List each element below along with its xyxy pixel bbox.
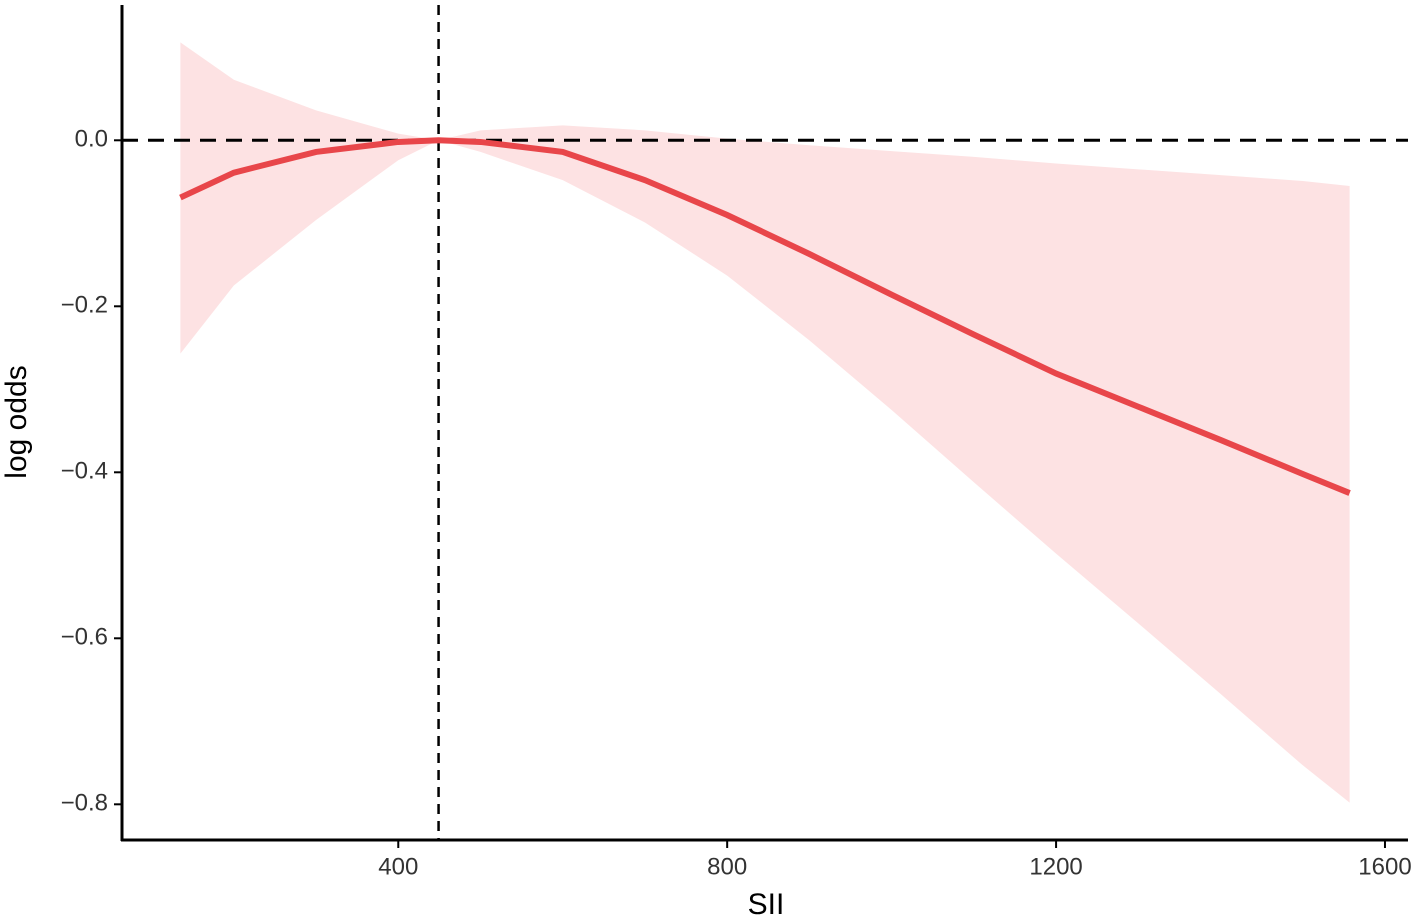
confidence-band bbox=[180, 42, 1350, 803]
y-tick-label: −0.8 bbox=[61, 790, 108, 817]
y-tick-label: −0.6 bbox=[61, 624, 108, 651]
y-tick-label: 0.0 bbox=[75, 126, 108, 153]
x-tick-label: 1600 bbox=[1358, 853, 1411, 880]
x-tick-label: 400 bbox=[378, 853, 418, 880]
y-tick-label: −0.2 bbox=[61, 292, 108, 319]
x-tick-label: 800 bbox=[707, 853, 747, 880]
y-axis-title: log odds bbox=[0, 365, 33, 478]
x-axis-title: SII bbox=[748, 888, 785, 921]
x-tick-label: 1200 bbox=[1029, 853, 1082, 880]
y-tick-label: −0.4 bbox=[61, 458, 108, 485]
line-series bbox=[179, 137, 1351, 496]
